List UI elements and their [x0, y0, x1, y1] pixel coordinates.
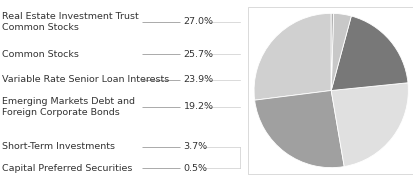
- Text: 25.7%: 25.7%: [183, 50, 213, 59]
- Text: 23.9%: 23.9%: [183, 75, 213, 84]
- Wedge shape: [330, 13, 351, 90]
- Text: 27.0%: 27.0%: [183, 17, 213, 26]
- Text: Emerging Markets Debt and
Foreign Corporate Bonds: Emerging Markets Debt and Foreign Corpor…: [2, 97, 135, 117]
- Text: Variable Rate Senior Loan Interests: Variable Rate Senior Loan Interests: [2, 75, 169, 84]
- Wedge shape: [330, 13, 333, 90]
- Wedge shape: [254, 13, 330, 100]
- Wedge shape: [330, 16, 407, 90]
- Wedge shape: [254, 90, 343, 168]
- Text: Common Stocks: Common Stocks: [2, 50, 79, 59]
- Text: Short-Term Investments: Short-Term Investments: [2, 142, 115, 151]
- Text: Capital Preferred Securities: Capital Preferred Securities: [2, 164, 133, 173]
- Wedge shape: [330, 83, 407, 167]
- Text: 3.7%: 3.7%: [183, 142, 207, 151]
- Text: 19.2%: 19.2%: [183, 102, 213, 111]
- Text: Real Estate Investment Trust
Common Stocks: Real Estate Investment Trust Common Stoc…: [2, 12, 139, 32]
- Text: 0.5%: 0.5%: [183, 164, 207, 173]
